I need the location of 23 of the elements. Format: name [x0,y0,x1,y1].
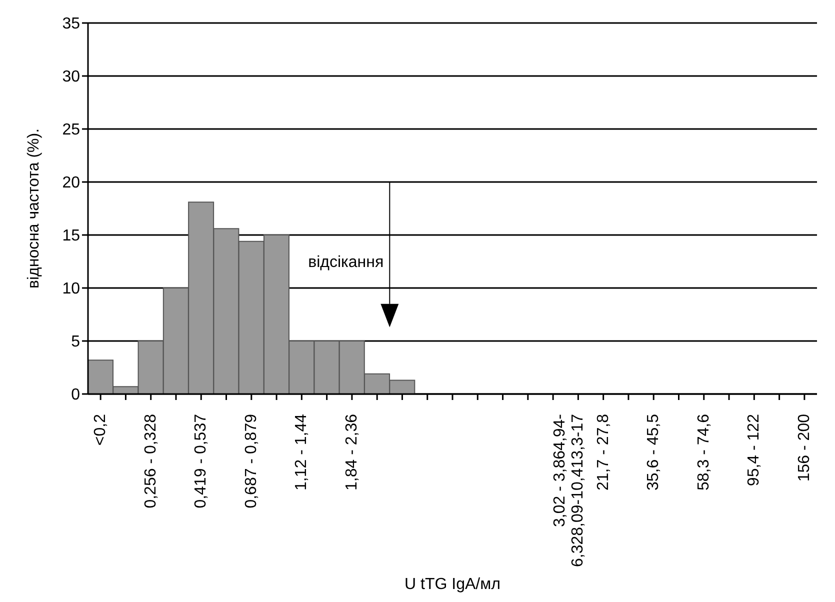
x-tick-label: 0,419 - 0,537 [192,414,210,508]
y-tick-label: 0 [71,386,80,404]
x-tick-label: 1,84 - 2,36 [343,414,360,490]
y-tick-label: 20 [62,174,80,192]
y-axis-title: відносна частота (%). [26,128,43,289]
x-tick-label: 1,12 - 1,44 [293,414,310,490]
x-axis-title: U tTG IgA/мл [404,576,500,593]
y-tick-label: 35 [62,16,80,33]
x-tick-label: 0,687 - 0,879 [242,414,260,508]
x-tick-label: 3,02 - 3,864,94-6,328,09-10,413,3-17 [552,414,587,568]
annotation: відсікання [308,254,384,271]
x-tick-label: 156 - 200 [796,414,813,482]
y-tick-label: 30 [62,68,80,86]
x-tick-label: 21,7 - 27,8 [594,414,612,490]
x-tick-label: 95,4 - 122 [746,414,763,486]
y-tick-label: 5 [71,334,80,351]
y-tick-label: 10 [62,280,80,298]
x-tick-label: <0,2 [92,414,110,446]
x-tick-label: 0,256 - 0,328 [142,414,160,508]
x-tick-label: 35,6 - 45,5 [645,414,662,490]
x-tick-label: 58,3 - 74,6 [695,414,712,490]
y-tick-label: 15 [62,228,80,245]
y-tick-label: 25 [62,122,80,139]
